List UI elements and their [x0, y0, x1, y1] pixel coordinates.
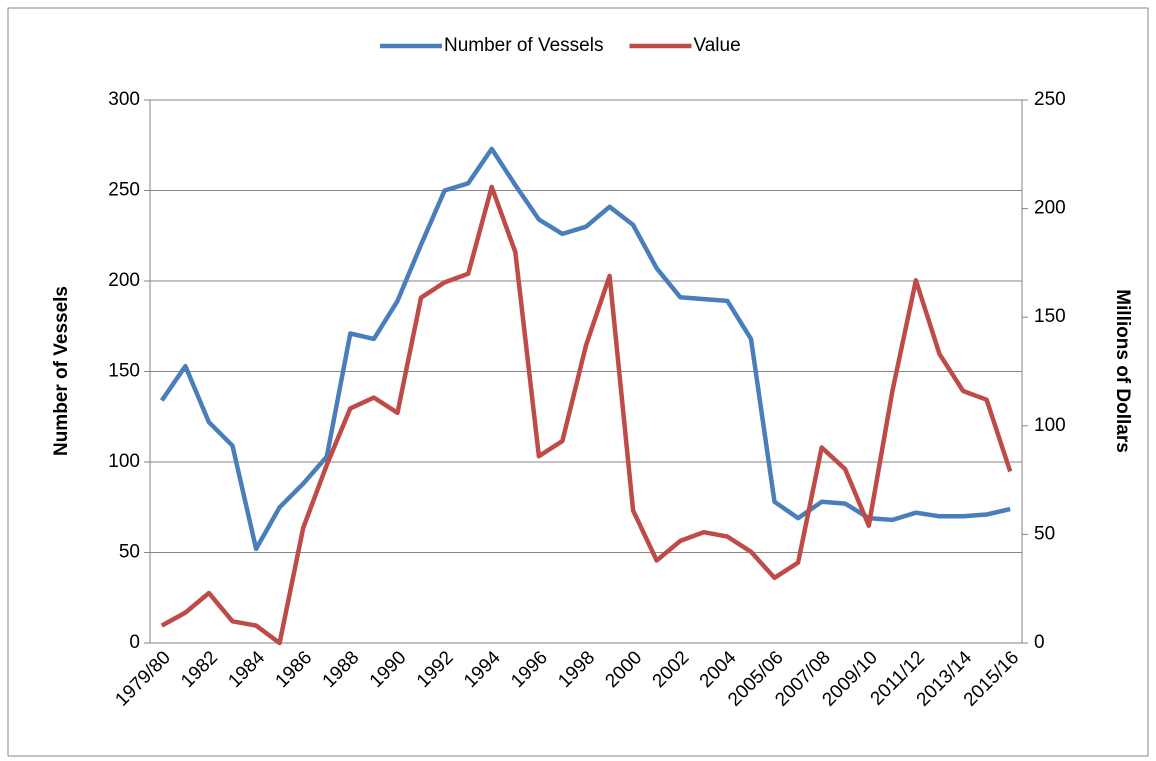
- y-tick-label: 150: [108, 361, 140, 382]
- series-line: [160, 184, 1013, 646]
- y-axis-title: Number of Vessels: [51, 286, 72, 456]
- y2-tick-label: 250: [1034, 89, 1066, 110]
- y-tick-label: 200: [108, 270, 140, 291]
- y-tick-label: 300: [108, 89, 140, 110]
- y2-axis-title: Millions of Dollars: [1112, 289, 1133, 453]
- y2-tick-label: 100: [1034, 415, 1066, 436]
- legend-label: Value: [693, 35, 740, 56]
- y-tick-label: 100: [108, 451, 140, 472]
- y-tick-label: 250: [108, 180, 140, 201]
- y2-tick-label: 50: [1034, 523, 1055, 544]
- y-tick-label: 0: [129, 632, 140, 653]
- y2-tick-label: 150: [1034, 306, 1066, 327]
- y2-tick-label: 0: [1034, 632, 1045, 653]
- legend-label: Number of Vessels: [444, 35, 603, 56]
- y2-tick-label: 200: [1034, 198, 1066, 219]
- y-tick-label: 50: [119, 542, 140, 563]
